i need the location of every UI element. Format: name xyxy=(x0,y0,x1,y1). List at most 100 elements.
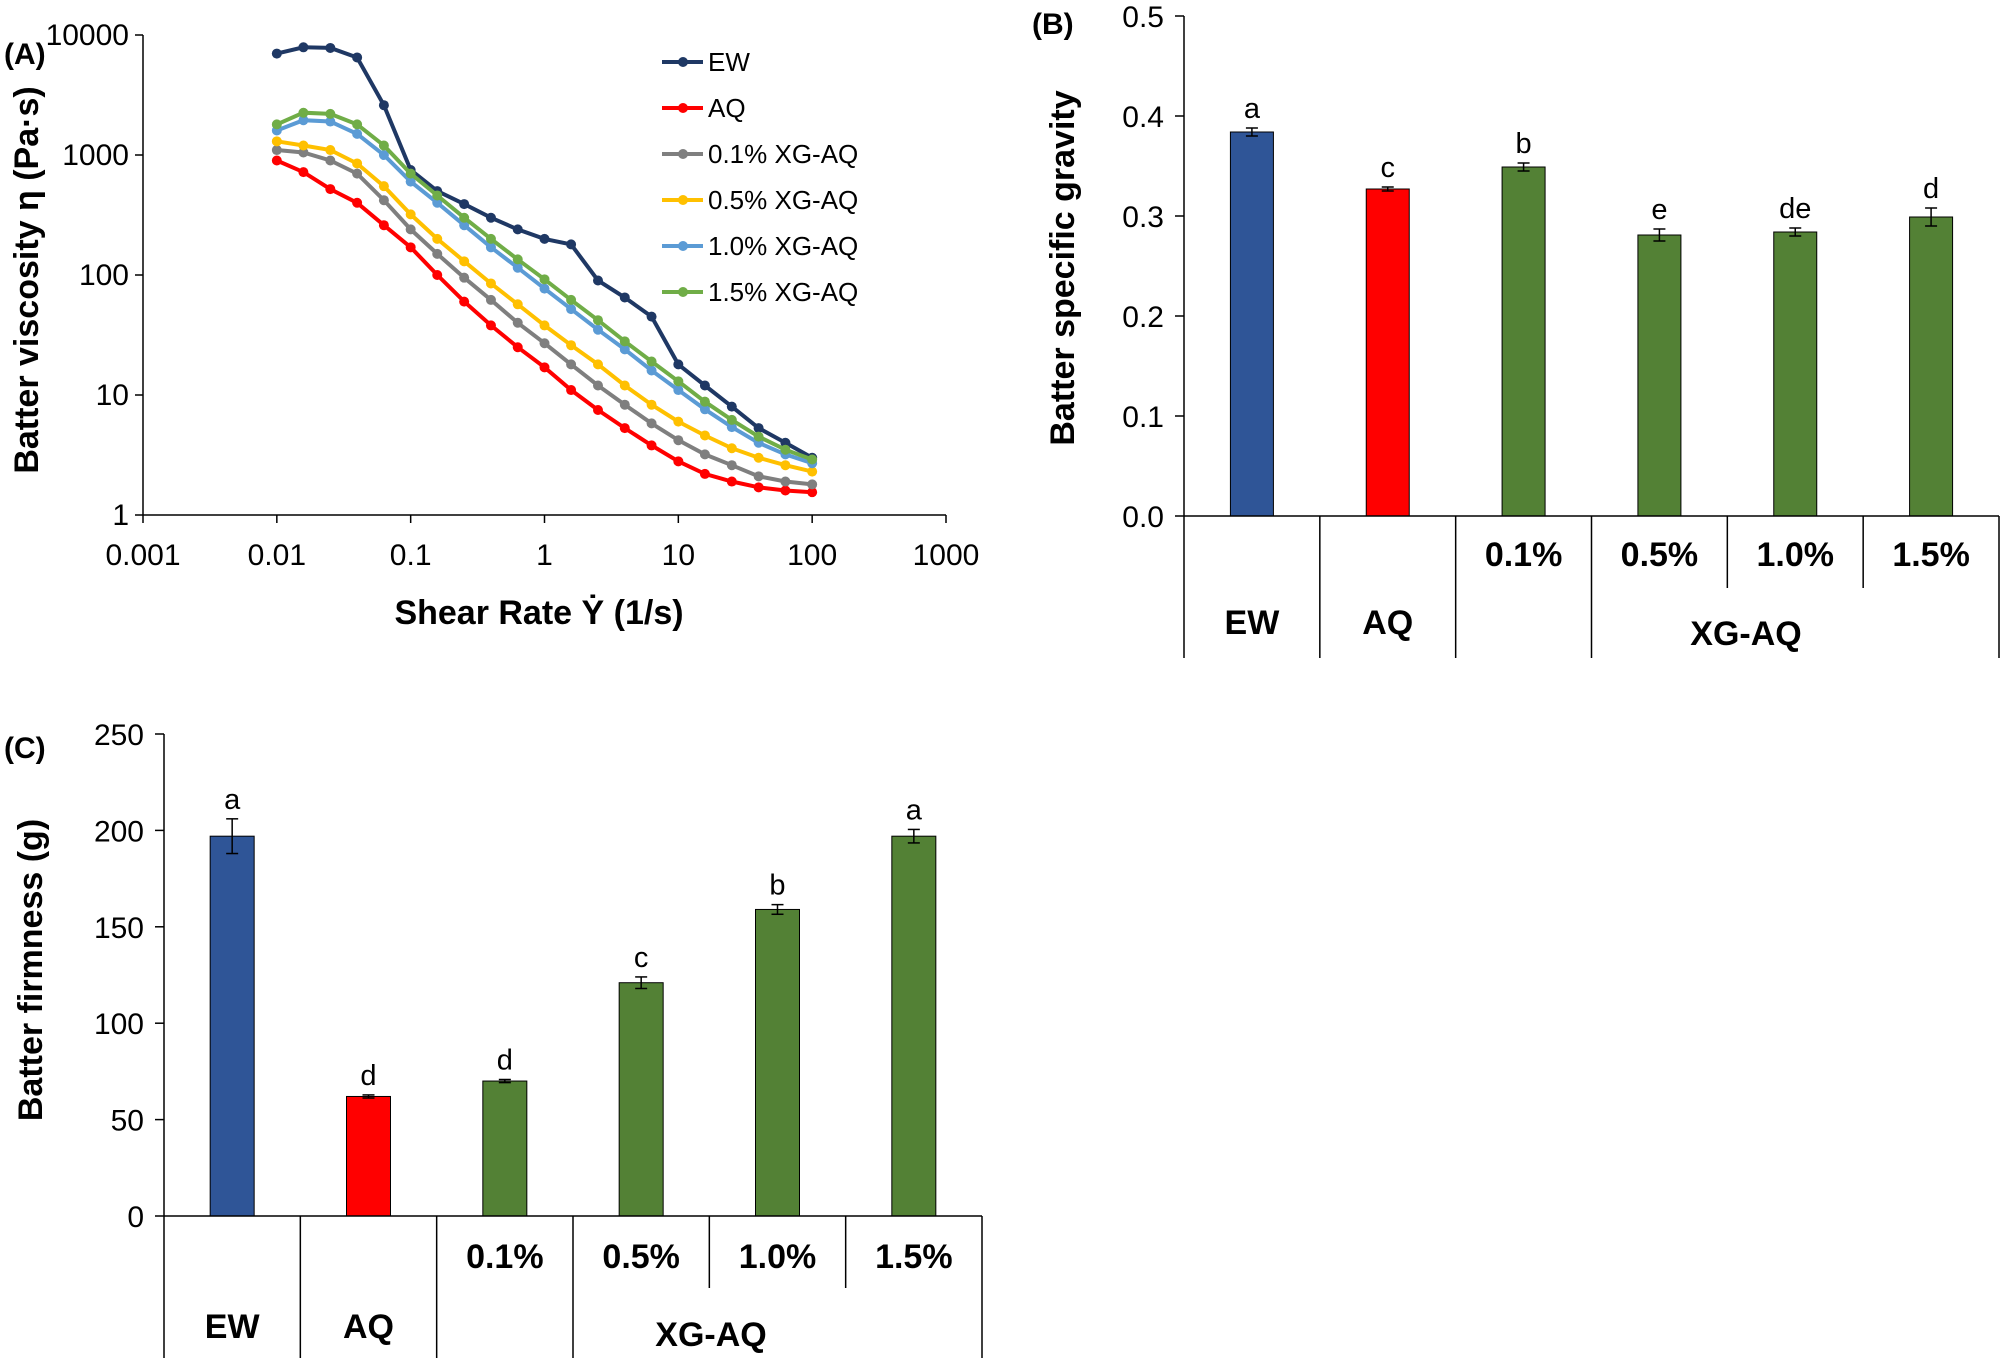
panel-a-data-point xyxy=(378,195,389,206)
panel-a-data-point xyxy=(352,168,363,179)
panel-a-data-point xyxy=(699,468,710,479)
panel-a-data-point xyxy=(325,145,336,156)
panel-a-data-point xyxy=(512,262,523,273)
panel-b-bar xyxy=(1229,131,1274,517)
panel-a-x-tick-label: 0.01 xyxy=(248,539,306,572)
panel-a-data-point xyxy=(432,197,443,208)
panel-b-significance-letter: e xyxy=(1651,194,1667,226)
panel-a-data-point xyxy=(325,116,336,127)
panel-b-category-label: 1.5% xyxy=(1892,536,1970,574)
panel-b-category-label: AQ xyxy=(1362,604,1413,642)
panel-a-data-point xyxy=(405,176,416,187)
panel-a-legend-label: 1.0% XG-AQ xyxy=(708,231,858,261)
panel-c-significance-letter: c xyxy=(634,942,649,974)
panel-a-data-point xyxy=(566,385,577,396)
panel-a-legend-label: EW xyxy=(708,47,750,77)
panel-c-bar xyxy=(346,1095,391,1217)
panel-a-data-point xyxy=(325,155,336,166)
panel-a-data-point xyxy=(378,150,389,160)
panel-c-bar xyxy=(482,1080,528,1217)
panel-a-data-point xyxy=(459,199,470,210)
panel-a-y-tick-label: 100 xyxy=(79,259,129,292)
panel-b-y-tick-label: 0.5 xyxy=(1122,1,1164,34)
panel-a-data-point xyxy=(539,320,550,331)
panel-c-significance-letter: a xyxy=(224,784,241,816)
panel-a-data-point xyxy=(699,430,710,441)
panel-b-category-label: 0.5% xyxy=(1621,536,1699,574)
panel-a-data-point xyxy=(566,340,577,351)
panel-a-data-point xyxy=(405,168,416,179)
panel-a-data-point xyxy=(298,167,309,178)
panel-b-bar xyxy=(1501,166,1546,517)
panel-a-data-point xyxy=(780,444,791,455)
panel-a-data-point xyxy=(807,466,818,477)
panel-a-data-point xyxy=(405,242,416,253)
panel-c-y-tick-label: 50 xyxy=(111,1105,144,1138)
panel-a-data-point xyxy=(325,184,336,195)
panel-b-bar xyxy=(1773,231,1818,517)
panel-a-data-point xyxy=(619,292,630,303)
panel-a-data-point xyxy=(512,254,523,265)
panel-a-data-point xyxy=(485,212,496,223)
panel-a-data-point xyxy=(485,320,496,331)
panel-a-legend: EW AQ 0.1% XG-AQ 0.5% XG-AQ 1.0% XG-AQ 1.5% X… xyxy=(662,47,858,307)
panel-c-category-label: 1.0% xyxy=(739,1238,817,1276)
panel-a-data-point xyxy=(539,338,550,349)
panel-a-data-point xyxy=(780,485,791,496)
panel-a-data-point xyxy=(646,356,657,367)
panel-a-data-point xyxy=(432,190,443,201)
panel-a-data-point xyxy=(432,233,443,244)
panel-c-category-label: 1.5% xyxy=(875,1238,953,1276)
panel-a-data-point xyxy=(726,460,737,471)
panel-c-significance-letter: a xyxy=(906,794,923,826)
panel-a-data-point xyxy=(512,299,523,310)
panel-a-data-point xyxy=(646,418,657,429)
panel-c-y-tick-label: 150 xyxy=(94,912,144,945)
panel-a-data-point xyxy=(566,239,577,250)
panel-a-legend-marker xyxy=(678,149,688,159)
panel-a-x-tick-label: 0.1 xyxy=(390,539,432,572)
panel-a-y-tick-label: 1 xyxy=(112,499,129,532)
panel-a-data-point xyxy=(753,423,764,434)
panel-a-data-point xyxy=(592,324,603,335)
panel-a-data-point xyxy=(271,119,282,130)
panel-a-data-point xyxy=(780,460,791,471)
panel-a-data-point xyxy=(699,396,710,407)
panel-a-data-point xyxy=(807,454,818,465)
panel-b-y-tick-label: 0.0 xyxy=(1122,501,1164,534)
panel-c-label: (C) xyxy=(4,732,46,765)
panel-a-data-point xyxy=(619,399,630,410)
panel-b-y-tick-label: 0.3 xyxy=(1122,201,1164,234)
panel-a-data-point xyxy=(485,233,496,244)
panel-b-significance-letter: d xyxy=(1923,173,1939,205)
panel-a-data-point xyxy=(298,140,309,151)
panel-b-group-label: XG-AQ xyxy=(1690,615,1801,653)
panel-a-data-point xyxy=(405,209,416,220)
panel-a-label: (A) xyxy=(4,38,46,71)
panel-b-bar xyxy=(1365,188,1410,517)
panel-a-legend-marker xyxy=(678,57,688,67)
panel-b-y-tick-label: 0.1 xyxy=(1122,401,1164,434)
panel-a-data-point xyxy=(673,359,684,370)
panel-a-data-point xyxy=(378,100,389,111)
panel-a-legend-marker xyxy=(678,241,688,251)
panel-a-y-tick-label: 10 xyxy=(96,379,129,412)
panel-a-data-point xyxy=(726,422,737,433)
panel-c-bar xyxy=(755,908,800,1217)
panel-a-data-point xyxy=(753,482,764,493)
panel-a-data-point xyxy=(271,136,282,147)
panel-b-significance-letter: c xyxy=(1381,152,1396,184)
panel-a-data-point xyxy=(673,385,684,396)
panel-a-data-point xyxy=(646,399,657,410)
panel-a-data-point xyxy=(726,476,737,487)
panel-c-y-tick-label: 250 xyxy=(94,719,144,752)
panel-a-data-point xyxy=(459,212,470,223)
panel-a-data-point xyxy=(352,128,363,139)
panel-a-data-point xyxy=(298,42,309,53)
panel-a-data-point xyxy=(432,270,443,280)
panel-a-data-point xyxy=(271,145,282,156)
panel-a-data-point xyxy=(807,487,818,498)
panel-b-significance-letter: b xyxy=(1516,128,1532,160)
panel-a-data-point xyxy=(726,414,737,425)
